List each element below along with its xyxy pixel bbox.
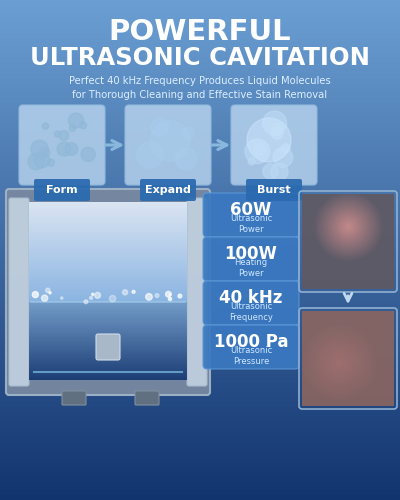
Circle shape [273,148,293,167]
Circle shape [54,131,60,137]
Circle shape [245,139,270,164]
Circle shape [80,122,86,129]
Circle shape [57,142,71,156]
Circle shape [247,118,291,162]
Circle shape [155,294,159,298]
Text: Perfect 40 kHz Frequency Produces Liquid Molecules
for Thorough Cleaning and Eff: Perfect 40 kHz Frequency Produces Liquid… [69,76,331,100]
FancyBboxPatch shape [203,325,299,369]
Circle shape [90,296,92,300]
Text: 100W: 100W [224,245,278,263]
FancyBboxPatch shape [62,391,86,405]
FancyBboxPatch shape [9,198,29,386]
Circle shape [166,292,171,297]
Circle shape [122,290,128,295]
Circle shape [81,147,95,162]
FancyBboxPatch shape [203,237,299,281]
Circle shape [110,296,116,302]
Circle shape [42,123,49,130]
Circle shape [271,123,283,136]
Text: POWERFUL: POWERFUL [109,18,291,46]
Circle shape [46,288,50,292]
FancyBboxPatch shape [96,334,120,360]
Circle shape [92,293,94,296]
Circle shape [84,300,88,304]
FancyBboxPatch shape [34,179,90,201]
Circle shape [31,140,48,158]
Circle shape [169,294,171,296]
Circle shape [137,142,163,168]
FancyBboxPatch shape [231,105,317,185]
Text: Heating
Power: Heating Power [234,258,268,278]
FancyBboxPatch shape [246,179,302,201]
FancyBboxPatch shape [203,281,299,325]
Text: Ultrasonic
Power: Ultrasonic Power [230,214,272,234]
FancyBboxPatch shape [19,105,105,185]
Circle shape [178,294,182,298]
FancyBboxPatch shape [6,189,210,395]
Circle shape [61,297,63,300]
Circle shape [39,148,50,158]
Circle shape [132,290,135,294]
Circle shape [271,163,288,180]
Circle shape [49,292,51,294]
Text: ULTRASONIC CAVITATION: ULTRASONIC CAVITATION [30,46,370,70]
Circle shape [263,111,287,135]
Circle shape [32,292,38,298]
Text: Expand: Expand [145,185,191,195]
Circle shape [42,295,48,301]
Circle shape [168,298,172,300]
Circle shape [150,121,190,161]
Circle shape [47,159,54,166]
Text: Ultrasonic
Pressure: Ultrasonic Pressure [230,346,272,366]
Text: Form: Form [46,185,78,195]
Circle shape [175,148,197,170]
Circle shape [248,158,255,165]
Circle shape [59,130,69,140]
Text: Burst: Burst [257,185,291,195]
Circle shape [146,294,152,300]
FancyBboxPatch shape [203,193,299,237]
Text: Ultrasonic
Frequency: Ultrasonic Frequency [229,302,273,322]
FancyBboxPatch shape [187,198,207,386]
Text: 60W: 60W [230,201,272,219]
Circle shape [68,113,84,128]
FancyBboxPatch shape [140,179,196,201]
FancyBboxPatch shape [135,391,159,405]
FancyBboxPatch shape [125,105,211,185]
Circle shape [28,153,44,170]
Circle shape [34,152,50,168]
Text: 1000 Pa: 1000 Pa [214,333,288,351]
Circle shape [151,118,169,136]
Circle shape [69,125,76,132]
Circle shape [182,127,194,139]
Circle shape [95,292,100,298]
Circle shape [271,128,283,140]
Circle shape [263,164,278,179]
Text: 40 kHz: 40 kHz [219,289,283,307]
Circle shape [281,144,290,153]
Circle shape [65,143,78,156]
Circle shape [254,144,265,156]
